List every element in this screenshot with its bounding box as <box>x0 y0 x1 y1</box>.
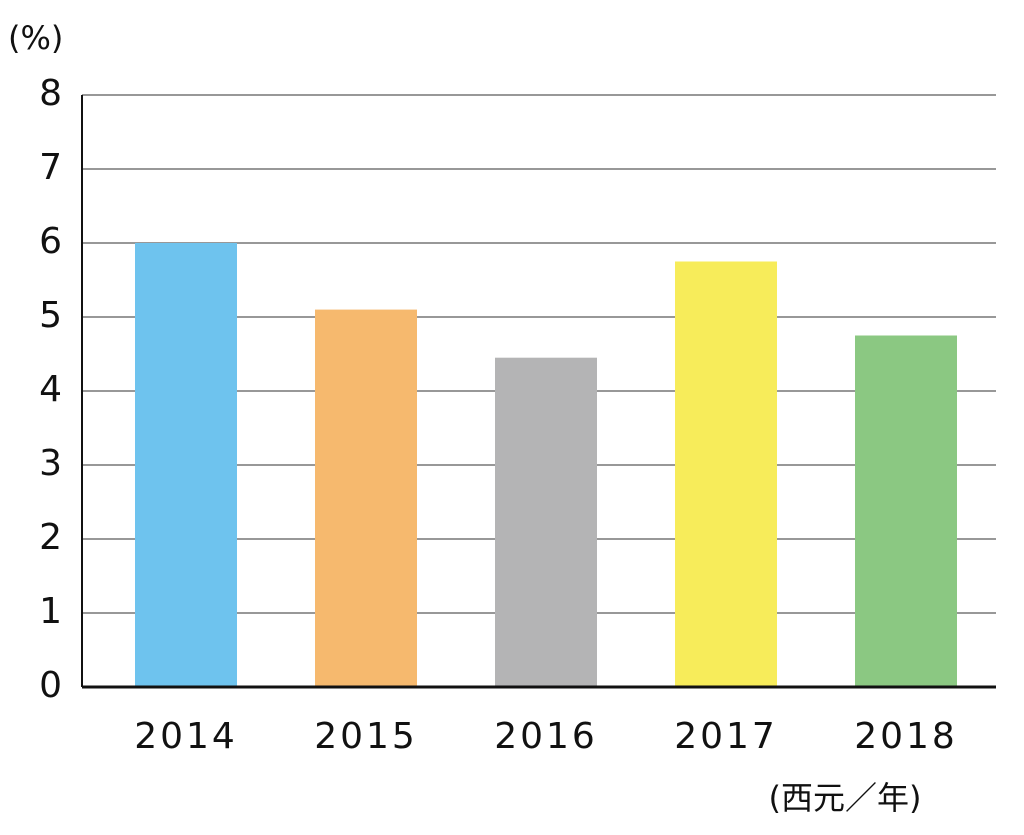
y-tick-label: 1 <box>39 591 62 632</box>
bar <box>315 309 417 687</box>
y-tick-label: 5 <box>39 295 62 336</box>
x-tick-label: 2016 <box>494 716 598 757</box>
y-tick-label: 4 <box>39 369 62 410</box>
bar <box>855 335 957 687</box>
y-tick-label: 2 <box>39 517 62 558</box>
y-axis-label: (%) <box>8 19 63 57</box>
y-tick-label: 0 <box>39 665 62 706</box>
y-tick-label: 7 <box>39 147 62 188</box>
y-tick-label: 3 <box>39 443 62 484</box>
x-axis-label: (西元／年) <box>769 779 922 817</box>
y-tick-label: 6 <box>39 221 62 262</box>
x-tick-label: 2015 <box>314 716 418 757</box>
x-tick-label: 2017 <box>674 716 778 757</box>
bar <box>495 357 597 687</box>
bar <box>675 261 777 687</box>
y-tick-label: 8 <box>39 73 62 114</box>
x-tick-label: 2014 <box>134 716 238 757</box>
bar <box>135 243 237 687</box>
x-tick-label: 2018 <box>854 716 958 757</box>
